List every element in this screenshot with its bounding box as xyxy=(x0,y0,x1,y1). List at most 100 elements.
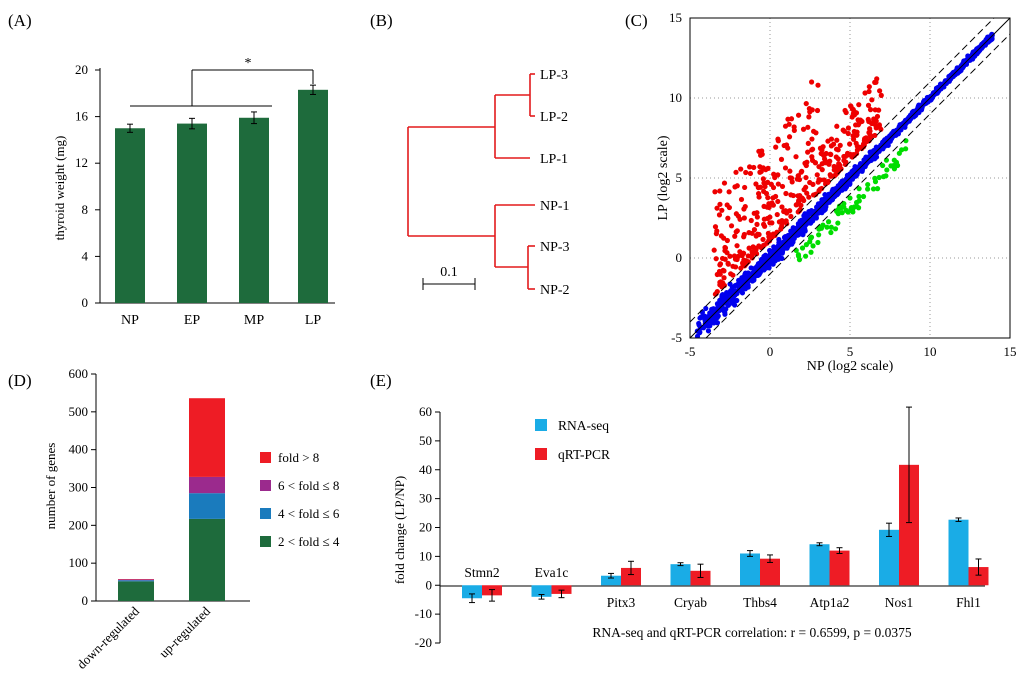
panel-c-point-up xyxy=(732,264,739,270)
panel-c-point-up xyxy=(714,205,720,211)
panel-c-point-up xyxy=(761,180,767,186)
panel-c-point-up xyxy=(821,156,828,162)
panel-c-point-up xyxy=(754,221,760,227)
panel-d-legend-label: fold > 8 xyxy=(278,450,319,465)
panel-c-point-unchanged xyxy=(764,259,770,265)
panel-e-legend-swatch xyxy=(535,448,547,460)
panel-d-ytick-label: 500 xyxy=(69,404,89,419)
panel-c-upper-fold-line xyxy=(690,18,995,323)
panel-c-point-up xyxy=(874,113,881,120)
panel-c-point-down xyxy=(828,224,834,230)
panel-c-point-down xyxy=(872,175,878,181)
panel-c-point-up xyxy=(775,138,781,144)
panel-c-point-up xyxy=(806,114,812,120)
panel-d-ytick-label: 100 xyxy=(69,555,89,570)
panel-a-significance: * xyxy=(130,56,314,107)
panel-a-ytick-label: 8 xyxy=(82,202,89,217)
panel-d-ylabel: number of genes xyxy=(43,443,58,530)
panel-c-point-up xyxy=(866,88,872,95)
panel-c-point-down xyxy=(876,174,882,181)
panel-c-point-unchanged xyxy=(912,109,918,115)
panel-c-point-up xyxy=(757,184,764,190)
panel-c-point-up xyxy=(716,212,723,218)
panel-c-point-up xyxy=(805,124,811,130)
panel-a-label: (A) xyxy=(8,11,32,30)
panel-c-point-up xyxy=(788,116,795,122)
panel-c-point-up xyxy=(734,228,740,234)
panel-c-point-down xyxy=(903,138,909,144)
panel-c-point-up xyxy=(728,271,734,277)
panel-c-point-up xyxy=(760,242,767,249)
panel-c-point-up xyxy=(867,107,874,113)
panel-c-point-up xyxy=(803,100,809,107)
panel-c-point-up xyxy=(809,146,816,152)
panel-c-point-unchanged xyxy=(736,280,742,286)
panel-c-point-unchanged xyxy=(697,315,703,321)
panel-c-point-up xyxy=(726,189,732,195)
panel-c-point-unchanged xyxy=(730,295,736,301)
panel-c-point-up xyxy=(800,126,807,132)
panel-c-point-up xyxy=(802,160,808,166)
panel-c-point-up xyxy=(711,247,717,253)
panel-c-point-unchanged xyxy=(885,142,891,148)
panel-c-point-up xyxy=(810,181,816,187)
panel-c-xtick-label: 5 xyxy=(847,344,854,359)
panel-c-point-down xyxy=(865,181,871,188)
panel-c-point-down xyxy=(799,245,806,251)
panel-c-point-unchanged xyxy=(800,232,806,238)
panel-c-point-unchanged xyxy=(773,256,779,262)
panel-c-point-up xyxy=(866,84,872,90)
panel-c-point-down xyxy=(860,193,867,200)
panel-c-point-up xyxy=(869,97,875,103)
panel-c-point-up xyxy=(747,170,754,177)
panel-c-point-up xyxy=(727,253,733,259)
panel-e-ytick-label: 40 xyxy=(419,462,432,477)
panel-c-point-up xyxy=(817,186,823,192)
panel-c-point-up xyxy=(796,197,802,204)
dendro-leaf-lp3: LP-3 xyxy=(540,68,568,83)
panel-c-point-up xyxy=(779,204,785,210)
panel-c-point-up xyxy=(867,126,873,132)
panel-c-point-up xyxy=(816,164,822,170)
panel-c-point-up xyxy=(795,209,801,215)
panel-c-point-unchanged xyxy=(802,226,808,232)
panel-c-point-up xyxy=(712,224,719,230)
panel-c-point-unchanged xyxy=(813,208,819,214)
panel-c-point-down xyxy=(891,163,897,169)
panel-d-ytick-label: 0 xyxy=(82,593,89,608)
panel-c-point-unchanged xyxy=(924,99,930,105)
panel-c-point-down xyxy=(793,247,799,254)
panel-c-frame xyxy=(689,17,1011,339)
panel-c-point-unchanged xyxy=(746,277,753,283)
panel-c-point-up xyxy=(725,260,731,266)
panel-c-point-up xyxy=(761,221,767,227)
panel-c-point-up xyxy=(865,102,872,108)
panel-d-bar-segment xyxy=(118,579,154,581)
panel-a-bar-ep xyxy=(177,123,207,303)
panel-e-xlabel-thbs4: Thbs4 xyxy=(743,595,777,610)
panel-c-point-unchanged xyxy=(696,320,702,327)
panel-c-point-unchanged xyxy=(858,163,864,170)
panel-e-legend-label: qRT-PCR xyxy=(558,447,610,462)
panel-c-point-up xyxy=(725,215,731,221)
panel-d-xlabel-down-regulated: down-regulated xyxy=(74,603,143,672)
panel-a-xlabel: NP xyxy=(121,313,139,328)
panel-e-bar-rna-seq-eva1c xyxy=(531,585,552,597)
panel-c-point-up xyxy=(714,228,720,234)
panel-c-point-down xyxy=(835,220,841,226)
panel-c-point-up xyxy=(795,112,802,118)
panel-c-point-up xyxy=(781,142,787,149)
panel-c-point-up xyxy=(726,204,733,211)
panel-c-xtick-label: 0 xyxy=(767,344,774,359)
panel-d-ytick-label: 600 xyxy=(69,366,89,381)
panel-c-xtick-label: -5 xyxy=(685,344,696,359)
panel-d-bar-segment xyxy=(189,476,225,494)
panel-c-point-unchanged xyxy=(719,294,725,300)
panel-c-point-up xyxy=(809,136,815,142)
panel-c-point-down xyxy=(880,162,886,169)
panel-c-point-up xyxy=(779,183,786,190)
panel-c-point-up xyxy=(846,152,852,158)
panel-c-point-up xyxy=(836,161,842,167)
panel-c-point-up xyxy=(750,244,756,250)
